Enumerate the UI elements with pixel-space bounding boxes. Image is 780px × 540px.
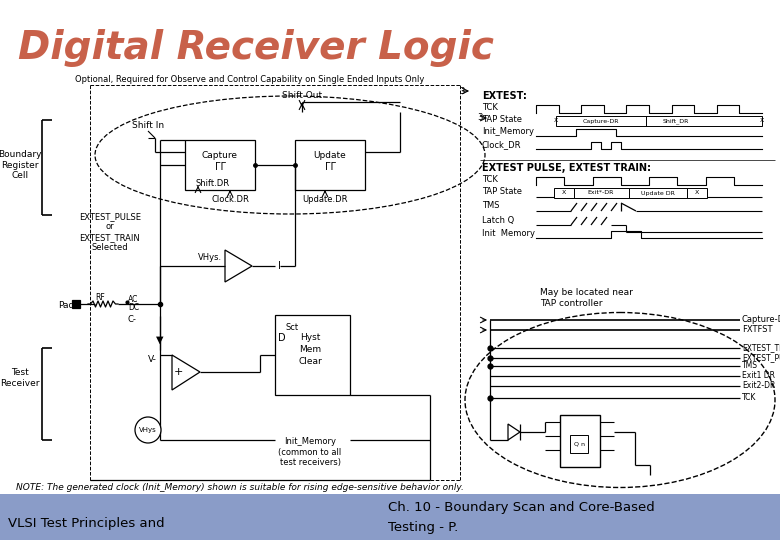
Text: Shift Out: Shift Out (282, 91, 322, 100)
Text: EXTEST_PULSE: EXTEST_PULSE (742, 354, 780, 362)
Text: DC: DC (128, 303, 139, 313)
Text: C-: C- (128, 314, 136, 323)
Text: X: X (554, 118, 558, 124)
Text: Latch Q: Latch Q (482, 215, 514, 225)
Text: Exit1 DR: Exit1 DR (742, 372, 775, 381)
Text: Clear: Clear (298, 357, 322, 367)
Text: Q n: Q n (573, 442, 584, 447)
Bar (687, 188, 707, 198)
Bar (574, 188, 629, 198)
Text: EXTEST_TRAIN: EXTEST_TRAIN (742, 343, 780, 353)
Text: TMS: TMS (482, 201, 499, 211)
Text: Shift_DR: Shift_DR (663, 118, 690, 124)
Text: TMS: TMS (742, 361, 758, 370)
Bar (556, 116, 762, 126)
Text: ▼: ▼ (156, 335, 164, 345)
Text: VHys.: VHys. (198, 253, 222, 262)
Text: Testing - P.: Testing - P. (388, 521, 459, 534)
Text: ΓΓ: ΓΓ (215, 162, 225, 172)
Text: X: X (562, 191, 566, 195)
Text: Mem: Mem (299, 346, 321, 354)
Bar (275, 315, 350, 395)
Text: I: I (278, 261, 281, 271)
Polygon shape (508, 424, 520, 440)
Text: Hyst: Hyst (300, 334, 320, 342)
Bar (185, 140, 255, 190)
Text: May be located near
TAP controller: May be located near TAP controller (540, 288, 633, 308)
Text: Boundary
Register
Cell: Boundary Register Cell (0, 150, 42, 180)
Text: Digital Receiver Logic: Digital Receiver Logic (18, 29, 494, 67)
Text: EXTEST PULSE, EXTEST TRAIN:: EXTEST PULSE, EXTEST TRAIN: (482, 163, 651, 173)
Bar (295, 140, 365, 190)
Bar (72, 300, 80, 308)
Text: TAP State: TAP State (482, 116, 522, 125)
Text: Capture-DR: Capture-DR (583, 118, 619, 124)
Text: Sct: Sct (285, 322, 298, 332)
Text: TCK: TCK (742, 394, 757, 402)
Bar (0, 494, 780, 540)
Text: AC: AC (128, 295, 138, 305)
Text: NOTE: The generated clock (Init_Memory) shown is suitable for rising edge-sensit: NOTE: The generated clock (Init_Memory) … (16, 483, 464, 492)
Text: Shift In: Shift In (132, 122, 164, 131)
Text: Shift.DR: Shift.DR (196, 179, 230, 187)
Text: Update.DR: Update.DR (303, 195, 348, 205)
Text: D: D (278, 333, 285, 343)
Text: Ch. 10 - Boundary Scan and Core-Based: Ch. 10 - Boundary Scan and Core-Based (388, 502, 654, 515)
Text: X: X (760, 118, 764, 124)
Bar (554, 188, 574, 198)
Text: VHys: VHys (139, 427, 157, 433)
Polygon shape (225, 250, 252, 282)
Text: ΓΓ: ΓΓ (324, 162, 335, 172)
Text: +: + (173, 367, 183, 377)
Text: Update: Update (314, 152, 346, 160)
Text: Exit2-DR: Exit2-DR (742, 381, 775, 390)
Text: RF: RF (95, 293, 105, 301)
Text: Exit*-DR: Exit*-DR (588, 191, 614, 195)
Text: TAP State: TAP State (482, 187, 522, 197)
Bar (560, 415, 600, 467)
Text: VLSI Test Principles and: VLSI Test Principles and (8, 517, 165, 530)
Polygon shape (172, 355, 200, 390)
Text: Init  Memory: Init Memory (482, 230, 535, 239)
Text: Capture: Capture (202, 152, 238, 160)
Text: Clock.DR: Clock.DR (211, 195, 249, 205)
Bar (570, 435, 588, 453)
Text: TCK: TCK (482, 104, 498, 112)
Text: Pad: Pad (58, 300, 74, 309)
Text: Test
Receiver: Test Receiver (0, 368, 40, 388)
Text: Capture-DR: Capture-DR (742, 315, 780, 325)
Text: V-: V- (148, 355, 157, 364)
Text: EXTEST:: EXTEST: (482, 91, 526, 101)
Text: EXTEST_PULSE
or
EXTEST_TRAIN
Selected: EXTEST_PULSE or EXTEST_TRAIN Selected (79, 212, 141, 252)
Text: X: X (695, 191, 699, 195)
Text: Update DR: Update DR (641, 191, 675, 195)
Text: Init_Memory
(common to all
test receivers): Init_Memory (common to all test receiver… (278, 437, 342, 467)
Circle shape (135, 417, 161, 443)
Text: TCK: TCK (482, 176, 498, 185)
Text: FXTFST: FXTFST (742, 326, 772, 334)
Text: 3: 3 (477, 113, 483, 123)
Bar (629, 188, 687, 198)
Text: Optional, Required for Observe and Control Capability on Single Ended Inputs Onl: Optional, Required for Observe and Contr… (76, 75, 424, 84)
Text: 3: 3 (459, 86, 465, 96)
Text: Init_Memory: Init_Memory (482, 127, 534, 137)
Text: Clock_DR: Clock_DR (482, 140, 522, 150)
